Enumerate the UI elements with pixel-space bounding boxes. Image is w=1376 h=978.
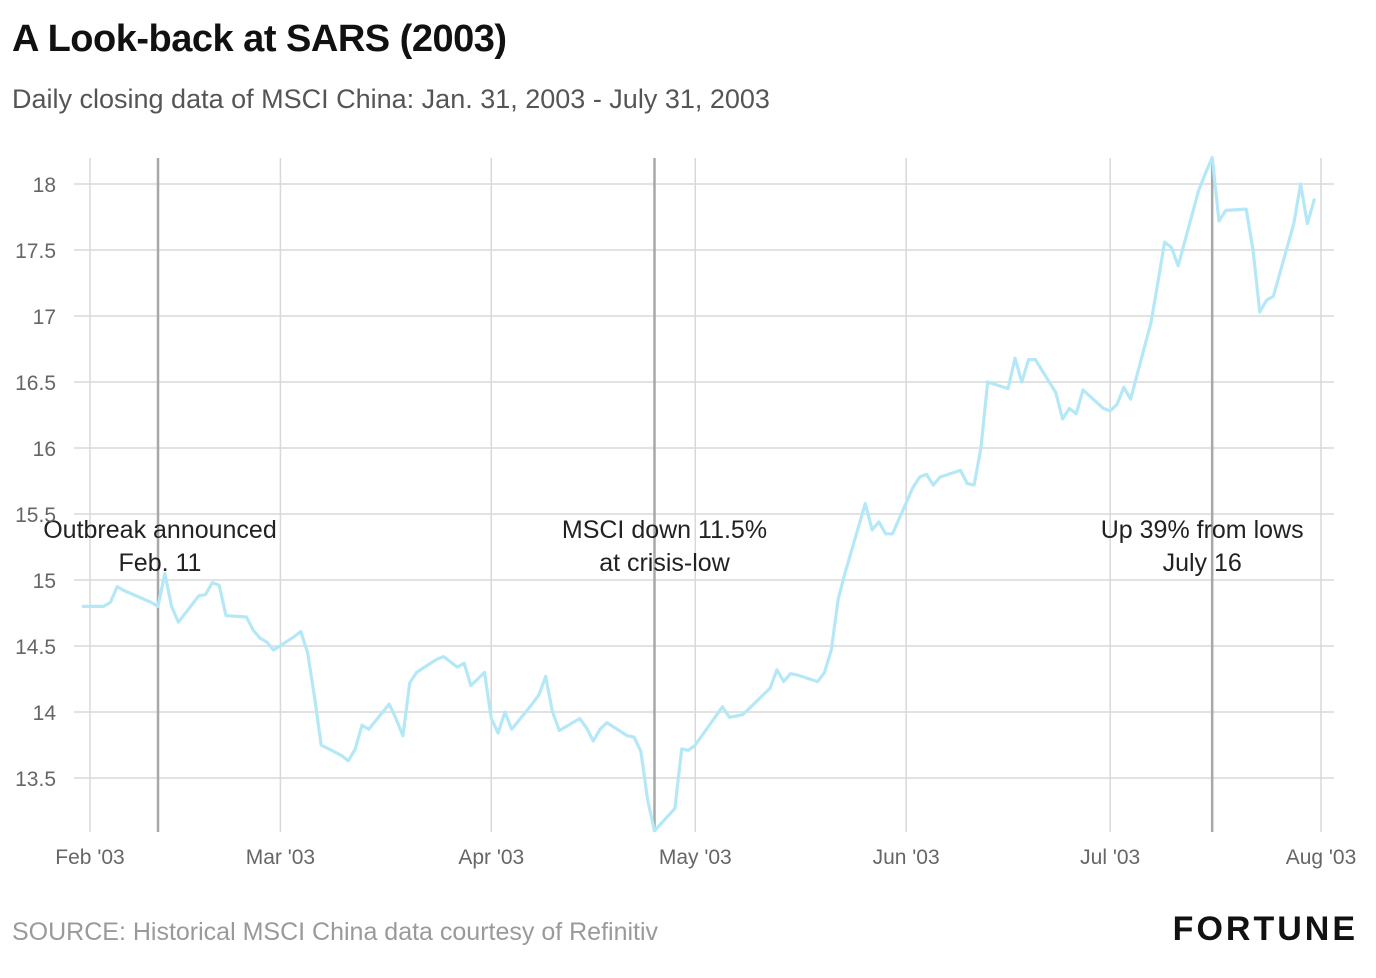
y-tick-label: 16.5 — [15, 372, 56, 395]
x-tick-label: May '03 — [659, 846, 732, 869]
series-layer — [81, 156, 1316, 833]
x-axis-ticks: Feb '03 Mar '03 Apr '03 May '03 Jun '03 Jul '… — [55, 846, 1356, 869]
x-tick-label: Apr '03 — [458, 846, 524, 869]
annotation-label: MSCI down 11.5% — [562, 516, 767, 544]
y-tick-label: 16 — [33, 438, 56, 461]
brand-logo: FORTUNE — [1172, 910, 1358, 948]
y-tick-label: 14 — [33, 702, 57, 725]
source-note: SOURCE: Historical MSCI China data court… — [12, 918, 659, 946]
chart-title: A Look-back at SARS (2003) — [12, 18, 507, 60]
y-tick-label: 17 — [33, 306, 56, 329]
y-tick-label: 18 — [33, 174, 56, 197]
event-markers — [156, 158, 1214, 832]
series-line — [81, 156, 1316, 833]
chart-subtitle: Daily closing data of MSCI China: Jan. 3… — [12, 84, 770, 114]
y-tick-label: 15 — [33, 570, 56, 593]
line-chart: Outbreak announced Feb. 11 MSCI down 11.5%… — [15, 156, 1356, 869]
annotation-label: Outbreak announced — [43, 516, 277, 544]
annotation-label: Feb. 11 — [119, 549, 202, 577]
y-tick-label: 15.5 — [15, 504, 56, 527]
x-tick-label: Aug '03 — [1286, 846, 1357, 869]
x-tick-label: Feb '03 — [55, 846, 124, 869]
annotation-label: July 16 — [1163, 549, 1242, 577]
annotations: Outbreak announced Feb. 11 MSCI down 11.5%… — [43, 516, 1303, 577]
x-tick-label: Jun '03 — [873, 846, 940, 869]
y-tick-label: 14.5 — [15, 636, 56, 659]
y-tick-label: 13.5 — [15, 768, 56, 791]
annotation-label: Up 39% from lows — [1101, 516, 1304, 544]
annotation-label: at crisis-low — [599, 549, 731, 577]
grid-lines — [74, 158, 1334, 832]
x-tick-label: Jul '03 — [1080, 846, 1140, 869]
y-tick-label: 17.5 — [15, 240, 56, 263]
x-tick-label: Mar '03 — [246, 846, 315, 869]
y-axis-ticks: 13.5 14 14.5 15 15.5 16 16.5 17 17.5 18 — [15, 174, 56, 791]
